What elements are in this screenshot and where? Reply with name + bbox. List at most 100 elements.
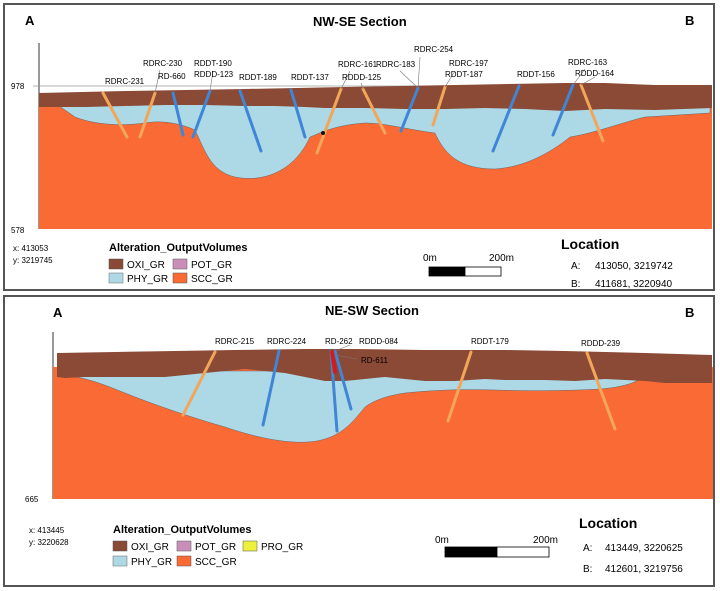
hole-label-rddt-189: RDDT-189	[239, 73, 277, 82]
nw-se-section-panel: 978 578 RDRC-231 RDRC-230 RD-660 RDDT-	[3, 3, 715, 291]
hole-label-rddt-179: RDDT-179	[471, 337, 509, 346]
drill-hole-rddt-179[interactable]	[446, 350, 473, 423]
drill-hole-rdrc-230[interactable]	[138, 91, 157, 139]
axis-bottom-label: 578	[11, 226, 25, 235]
hole-label-rdrc-161: RDRC-161	[338, 60, 378, 69]
section-title: NE-SW Section	[325, 303, 419, 318]
hole-label-rddd-125: RDDD-125	[342, 73, 382, 82]
legend-label-pro: PRO_GR	[261, 542, 303, 553]
cursor-y: y: 3219745	[13, 256, 53, 265]
drill-hole-rddd-084[interactable]	[333, 349, 353, 411]
cursor-x: x: 413445	[29, 526, 65, 535]
label-leaders	[334, 344, 358, 360]
location-b-value: 412601, 3219756	[605, 564, 683, 575]
drill-holes	[101, 83, 605, 155]
hole-label-rddd-239: RDDD-239	[581, 339, 621, 348]
legend-label-oxi: OXI_GR	[127, 260, 165, 271]
scale-start-label: 0m	[423, 253, 437, 264]
legend-swatch-pot	[176, 540, 192, 552]
legend-title: Alteration_OutputVolumes	[113, 524, 252, 536]
drill-hole-rdrc-197[interactable]	[431, 85, 447, 127]
hole-label-rdrc-254: RDRC-254	[414, 45, 454, 54]
hole-label-rdrc-224: RDRC-224	[267, 337, 307, 346]
section-title: NW-SE Section	[313, 14, 407, 29]
label-leaders	[154, 56, 596, 94]
drill-hole-rdrc-215[interactable]	[181, 350, 217, 417]
drill-hole-rddt-137[interactable]	[289, 88, 307, 139]
hole-label-rddt-190: RDDT-190	[194, 59, 232, 68]
scale-end-label: 200m	[489, 253, 514, 264]
legend: Alteration_OutputVolumes OXI_GR POT_GR P…	[108, 242, 248, 285]
legend-label-scc: SCC_GR	[191, 274, 233, 285]
legend-swatch-scc	[172, 272, 188, 284]
drill-hole-rdrc-161[interactable]	[315, 87, 343, 155]
drill-hole-rdrc-224[interactable]	[261, 349, 281, 427]
ne-sw-section-diagram: 665 RDRC-215 RDRC-224 RD-262 RDDD-084 RD…	[25, 303, 713, 575]
hole-label-rdrc-183: RDRC-183	[376, 60, 416, 69]
drill-hole-rddt-190[interactable]	[191, 89, 212, 139]
legend-swatch-phy	[112, 555, 128, 567]
hole-label-rddt-137: RDDT-137	[291, 73, 329, 82]
location-title: Location	[561, 236, 619, 252]
sample-marker	[321, 131, 325, 135]
legend-swatch-scc	[176, 555, 192, 567]
cursor-y: y: 3220628	[29, 538, 69, 547]
hole-label-rdrc-215: RDRC-215	[215, 337, 255, 346]
drill-hole-rdrc-231[interactable]	[101, 91, 129, 139]
nw-se-section-diagram: 978 578 RDRC-231 RDRC-230 RD-660 RDDT-	[11, 13, 712, 290]
hole-label-rddd-084: RDDD-084	[359, 337, 399, 346]
drill-hole-rddt-189[interactable]	[238, 89, 263, 153]
hole-label-rdrc-231: RDRC-231	[105, 77, 145, 86]
location-box: Location A: 413449, 3220625 B: 412601, 3…	[579, 515, 683, 575]
drill-hole-rddd-125[interactable]	[361, 87, 387, 135]
phy-zone	[54, 102, 711, 179]
cursor-x: x: 413053	[13, 244, 49, 253]
oxi-zone	[57, 349, 712, 383]
hole-label-rddt-187: RDDT-187	[445, 70, 483, 79]
hole-label-rdrc-197: RDRC-197	[449, 59, 489, 68]
section-end-label: B	[685, 13, 694, 28]
drill-hole-rdrc-163[interactable]	[551, 83, 575, 137]
phy-zone	[74, 370, 646, 443]
hole-label-rdrc-230: RDRC-230	[143, 59, 183, 68]
legend-label-oxi: OXI_GR	[131, 542, 169, 553]
drill-holes	[181, 349, 617, 433]
legend-swatch-phy	[108, 272, 124, 284]
legend-swatch-pro	[242, 540, 258, 552]
drill-hole-rddd-239[interactable]	[585, 351, 617, 431]
location-box: Location A: 413050, 3219742 B: 411681, 3…	[561, 236, 673, 290]
drill-hole-rddd-164[interactable]	[579, 83, 605, 143]
oxi-zone	[39, 83, 712, 111]
section-end-label: B	[685, 305, 694, 320]
hole-label-rd-611: RD-611	[361, 356, 389, 365]
legend-swatch-pot	[172, 258, 188, 270]
hole-label-rddt-156: RDDT-156	[517, 70, 555, 79]
axis-top-label: 978	[11, 82, 25, 91]
drill-hole-rddt-156[interactable]	[491, 84, 521, 153]
legend-label-phy: PHY_GR	[127, 274, 168, 285]
location-title: Location	[579, 515, 637, 531]
legend-title: Alteration_OutputVolumes	[109, 242, 248, 254]
drill-hole-rd-660[interactable]	[171, 91, 185, 137]
legend-swatch-oxi	[112, 540, 128, 552]
scale-bar: 0m 200m	[423, 253, 514, 277]
legend-label-pot: POT_GR	[195, 542, 236, 553]
location-b-label: B:	[571, 279, 580, 290]
legend-label-phy: PHY_GR	[131, 557, 172, 568]
drill-hole-rdrc-183[interactable]	[399, 86, 420, 133]
legend-swatch-oxi	[108, 258, 124, 270]
legend: Alteration_OutputVolumes OXI_GR POT_GR P…	[112, 524, 303, 568]
drill-hole-rd-611[interactable]	[330, 350, 337, 374]
scale-bar: 0m 200m	[435, 535, 558, 558]
location-b-label: B:	[583, 564, 592, 575]
hole-label-rddd-123: RDDD-123	[194, 70, 234, 79]
scale-end-label: 200m	[533, 535, 558, 546]
hole-label-rddd-164: RDDD-164	[575, 69, 615, 78]
legend-label-pot: POT_GR	[191, 260, 232, 271]
hole-label-rdrc-163: RDRC-163	[568, 58, 608, 67]
location-a-label: A:	[571, 261, 580, 272]
hole-label-rd-660: RD-660	[158, 72, 186, 81]
location-a-value: 413449, 3220625	[605, 543, 683, 554]
scale-start-label: 0m	[435, 535, 449, 546]
section-start-label: A	[25, 13, 35, 28]
